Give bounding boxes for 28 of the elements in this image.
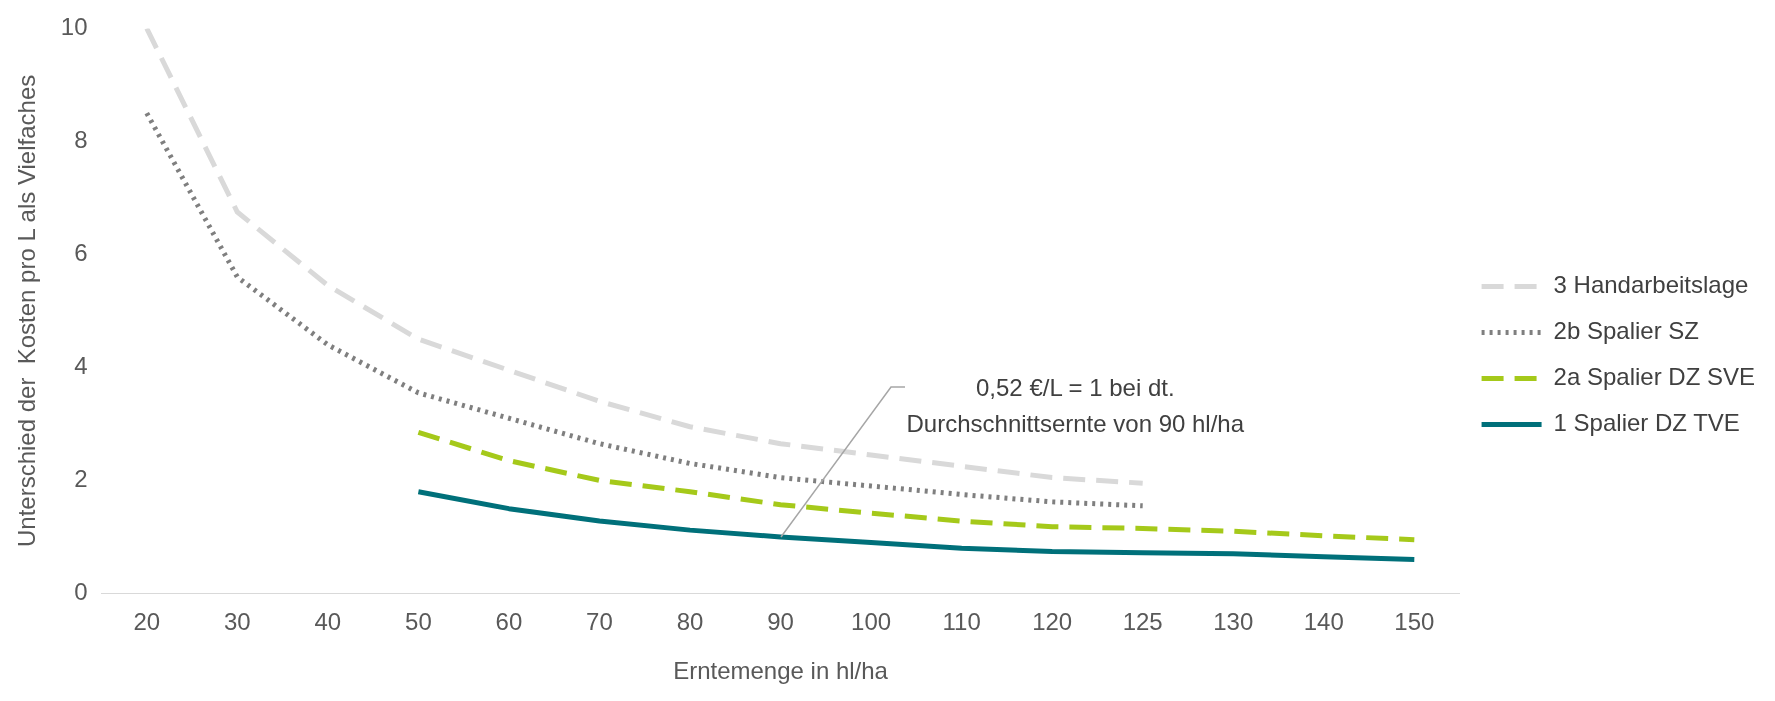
y-tick-label: 2: [74, 465, 88, 493]
x-tick-label: 40: [314, 608, 342, 636]
y-tick-label: 10: [60, 13, 88, 41]
annotation: 0,52 €/L = 1 bei dt. Durchschnittsernte von 90 hl/ha: [906, 373, 1245, 437]
legend-label: 2a Spalier DZ SVE: [1553, 363, 1755, 391]
x-tick-label: 30: [223, 608, 251, 636]
x-tick-label: 90: [767, 608, 794, 636]
x-tick-label: 100: [851, 608, 892, 636]
x-tick-label: 150: [1394, 608, 1435, 636]
y-tick-label: 0: [74, 578, 88, 606]
x-tick-label: 130: [1213, 608, 1254, 636]
legend-label: 3 Handarbeitslage: [1553, 271, 1749, 299]
x-tick-label: 20: [133, 608, 161, 636]
x-tick-label: 120: [1032, 608, 1073, 636]
y-tick-label: 4: [74, 352, 88, 380]
x-tick-label: 60: [495, 608, 523, 636]
legend-label: 2b Spalier SZ: [1553, 317, 1699, 345]
x-tick-label: 50: [405, 608, 432, 636]
x-tick-label: 110: [942, 608, 981, 636]
x-tick-label: 70: [586, 608, 613, 636]
x-tick-label: 125: [1122, 608, 1163, 636]
y-axis-title: Unterschied der Kosten pro L als Vielfaches: [13, 74, 41, 548]
x-axis-title: Erntemenge in hl/ha: [673, 657, 889, 685]
x-tick-label: 80: [676, 608, 704, 636]
y-tick-label: 6: [74, 239, 88, 267]
x-tick-label: 140: [1303, 608, 1344, 636]
legend-label: 1 Spalier DZ TVE: [1553, 409, 1740, 437]
y-tick-label: 8: [74, 126, 88, 154]
